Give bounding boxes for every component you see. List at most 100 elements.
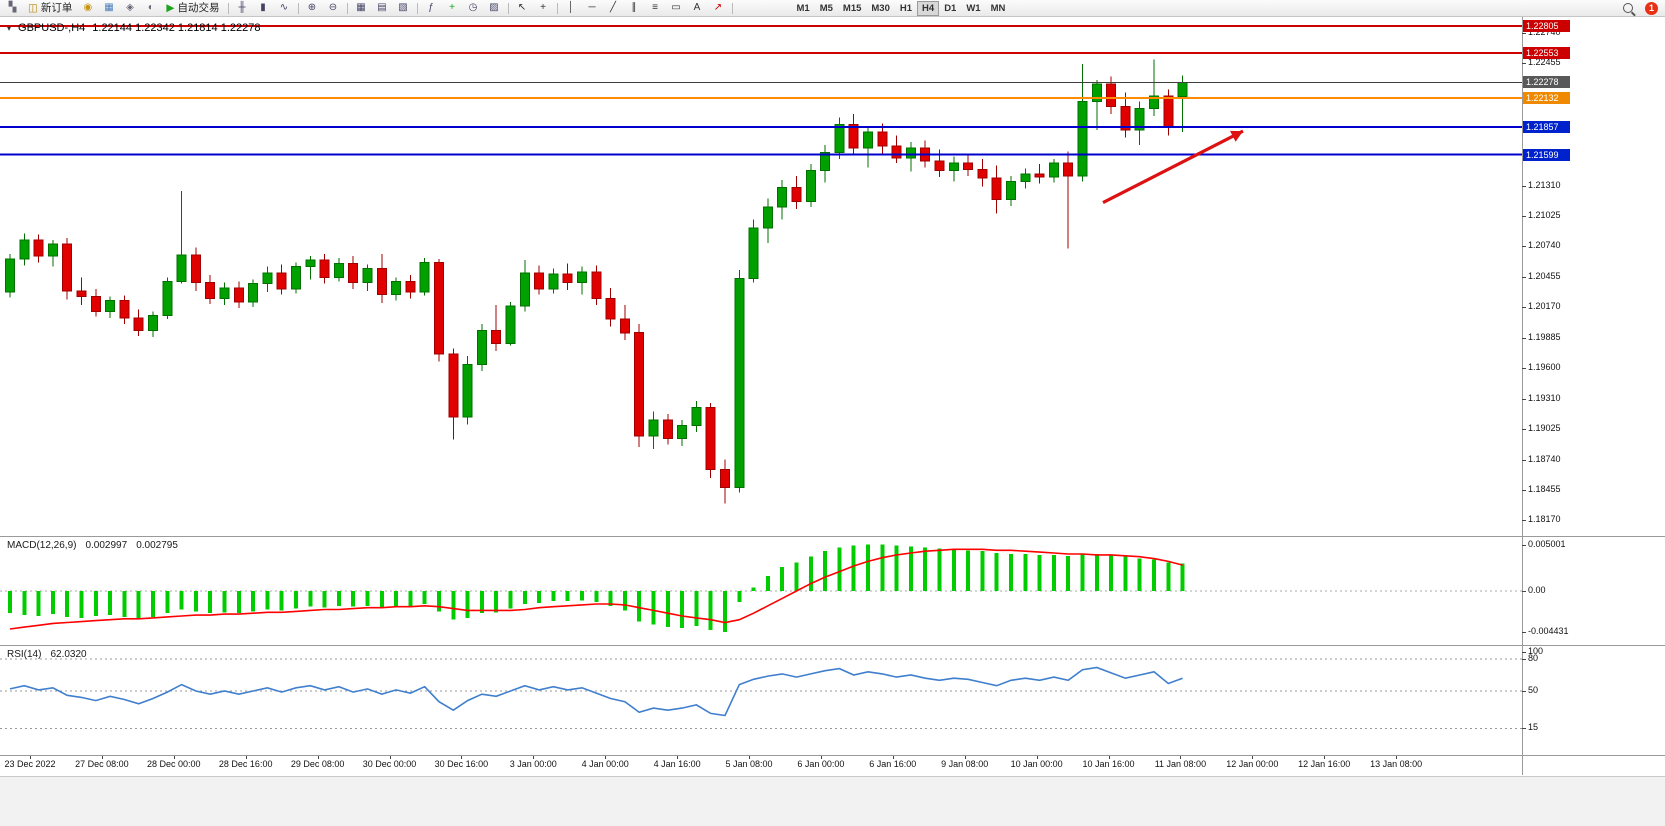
fibonacci-icon[interactable]: ≡ [652,2,658,13]
price-level-tag: 1.21599 [1523,148,1570,161]
time-axis-label: 12 Jan 00:00 [1226,759,1279,769]
market-watch-icon[interactable]: ◉ [83,2,93,13]
timeframe-button-m15[interactable]: M15 [842,2,862,14]
notification-badge[interactable]: 1 [1645,1,1658,15]
macd-main-value: 0.002997 [85,540,128,551]
macd-scale-label: 0.005001 [1528,538,1566,549]
price-axis-label: 1.19310 [1528,392,1561,403]
timeframe-button-m30[interactable]: M30 [871,2,890,14]
axis-tick [245,756,247,759]
rsi-panel[interactable] [0,646,1522,755]
price-axis-label: 1.19600 [1528,361,1561,372]
time-axis-label: 6 Jan 16:00 [869,759,917,769]
price-axis-label: 1.21025 [1528,209,1561,220]
price-axis-label: 1.21310 [1528,179,1561,190]
search-icon[interactable] [1623,3,1633,13]
timeframe-button-mn[interactable]: MN [990,2,1006,14]
timeframe-button-h4[interactable]: H4 [917,0,940,16]
collapse-chart-icon[interactable]: ▾ [7,23,12,33]
bar-chart-icon[interactable]: ╫ [238,2,246,13]
cursor-icon[interactable]: ↖ [517,2,527,13]
axis-tick [389,756,391,759]
toolbar-separator [416,2,418,14]
timeframe-button-h1[interactable]: H1 [899,2,913,14]
price-axis-label: 1.22455 [1528,57,1561,68]
time-axis-label: 29 Dec 08:00 [290,759,345,769]
channel-icon[interactable]: ∥ [631,2,637,13]
macd-panel[interactable] [0,537,1522,645]
toolbar-separator [227,2,229,14]
macd-label: MACD(12,26,9) 0.002997 0.002795 [7,540,178,551]
timeframe-button-m1[interactable]: M1 [796,2,810,14]
trend-arrow [1102,129,1244,205]
macd-signal-value: 0.002795 [136,540,178,551]
zoom-out-icon[interactable]: ⊖ [328,2,338,13]
panel-separator[interactable] [0,536,1665,537]
horizontal-line-icon[interactable]: ─ [588,2,596,13]
rsi-scale-label: 80 [1528,652,1539,663]
trendline-icon[interactable]: ╱ [609,2,617,13]
chart-symbol-period: GBPUSD-,H4 [18,22,86,34]
timeframe-toolbar: M1 M5 M15 M30 H1 H4 D1 W1 MN [792,0,1011,16]
price-axis-label: 1.18455 [1528,484,1561,495]
chart-ohlc: 1.22144 1.22342 1.21814 1.22278 [92,22,261,34]
navigator-icon[interactable]: ◈ [126,2,134,13]
time-axis-label: 9 Jan 08:00 [941,759,989,769]
axis-tick [533,756,535,759]
axis-tick [892,756,894,759]
time-axis-label: 30 Dec 16:00 [434,759,489,769]
candlestick-chart-icon[interactable]: ▮ [260,2,266,13]
time-axis-label: 13 Jan 08:00 [1370,759,1423,769]
new-chart-icon[interactable]: ▚ [8,2,17,13]
price-axis-label: 1.22740 [1528,27,1561,37]
axis-tick [1252,756,1254,759]
data-window-icon[interactable]: ▦ [104,2,114,13]
strategy-tester-icon[interactable]: ◐ [147,2,154,13]
templates-icon[interactable]: ▨ [489,2,499,13]
new-order-button-label: 新订单 [40,1,73,14]
timeframe-button-m5[interactable]: M5 [819,2,833,14]
crosshair-icon[interactable]: + [540,2,546,13]
text-tool-icon[interactable]: A [693,2,701,13]
vertical-line-icon[interactable]: │ [567,2,575,13]
price-level-tag: 1.22132 [1523,91,1570,104]
price-axis-label: 1.20455 [1528,270,1561,281]
arrange-windows-icon[interactable]: ▧ [398,2,408,13]
rsi-value: 62.0320 [50,649,87,660]
panel-separator [0,755,1665,756]
price-axis-label: 1.20740 [1528,240,1561,251]
add-indicator-icon[interactable]: + [449,2,455,13]
timeframe-button-w1[interactable]: W1 [966,2,981,14]
toolbar-right: 1 [1623,1,1665,15]
new-order-icon: ◫ [28,1,38,14]
time-axis-label: 23 Dec 2022 [4,759,56,769]
macd-scale-label: 0.00 [1528,585,1546,595]
autotrading-button[interactable]: ▶ 自动交易 [161,1,224,16]
rsi-scale-label: 100 [1528,646,1544,656]
panel-separator[interactable] [0,645,1665,646]
arrow-tool-icon[interactable]: ↗ [713,2,723,13]
macd-histogram [8,544,1185,632]
axis-tick [101,756,103,759]
indicators-icon[interactable]: ƒ [428,2,434,13]
axis-tick [1396,756,1398,759]
timeframe-button-d1[interactable]: D1 [944,2,957,14]
rsi-label: RSI(14) 62.0320 [7,649,87,660]
new-order-button[interactable]: ◫ 新订单 [23,1,77,16]
time-axis-label: 28 Dec 16:00 [218,759,273,769]
axis-tick [820,756,822,759]
zoom-in-icon[interactable]: ⊕ [307,2,317,13]
time-axis-label: 4 Jan 16:00 [653,759,701,769]
toolbar-separator [507,2,509,14]
toolbar-separator [346,2,348,14]
price-chart[interactable] [0,17,1522,536]
rsi-name: RSI(14) [7,649,42,660]
autotrading-button-label: 自动交易 [177,1,220,14]
periods-icon[interactable]: ◷ [468,2,478,13]
line-chart-icon[interactable]: ∿ [279,2,289,13]
rsi-scale-label: 15 [1528,722,1539,733]
cascade-windows-icon[interactable]: ▤ [377,2,387,13]
tile-windows-icon[interactable]: ▦ [356,2,366,13]
shapes-icon[interactable]: ▭ [671,2,681,13]
